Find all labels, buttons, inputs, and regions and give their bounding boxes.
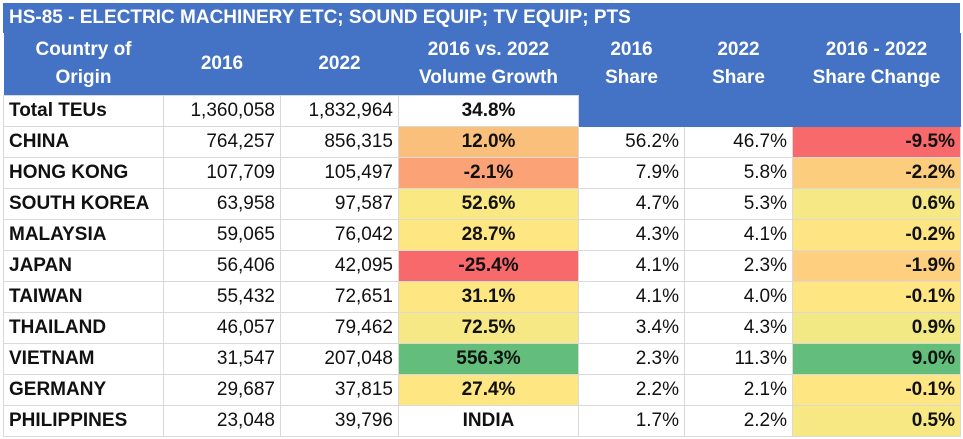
growth-cell[interactable]: 28.7%	[398, 219, 579, 251]
total-2022[interactable]: 1,832,964	[280, 95, 399, 127]
growth-cell[interactable]: INDIA	[398, 405, 579, 437]
header-row: Country of Origin 2016 2022 2016 vs. 2022…	[3, 33, 961, 96]
share-change-cell[interactable]: -0.2%	[792, 219, 961, 251]
header-2022-share[interactable]: 2022 Share	[684, 33, 793, 96]
growth-cell[interactable]: 27.4%	[398, 374, 579, 406]
share-2022-cell[interactable]: 4.3%	[684, 312, 793, 344]
total-row: Total TEUs 1,360,058 1,832,964 34.8%	[3, 95, 961, 127]
teu-2022-cell[interactable]: 42,095	[280, 250, 399, 282]
teu-2016-cell[interactable]: 59,065	[163, 219, 281, 251]
header-country[interactable]: Country of Origin	[3, 33, 164, 96]
country-cell[interactable]: GERMANY	[3, 374, 164, 406]
table-row: THAILAND 46,057 79,462 72.5% 3.4% 4.3% 0.9%	[3, 312, 961, 344]
share-2016-cell[interactable]: 56.2%	[578, 126, 685, 158]
share-change-cell[interactable]: 9.0%	[792, 343, 961, 375]
teu-2022-cell[interactable]: 72,651	[280, 281, 399, 313]
teu-2022-cell[interactable]: 856,315	[280, 126, 399, 158]
share-change-cell[interactable]: -2.2%	[792, 157, 961, 189]
share-2022-cell[interactable]: 2.3%	[684, 250, 793, 282]
country-cell[interactable]: THAILAND	[3, 312, 164, 344]
country-cell[interactable]: CHINA	[3, 126, 164, 158]
teu-2022-cell[interactable]: 76,042	[280, 219, 399, 251]
share-2016-cell[interactable]: 4.1%	[578, 250, 685, 282]
country-cell[interactable]: VIETNAM	[3, 343, 164, 375]
country-cell[interactable]: TAIWAN	[3, 281, 164, 313]
growth-cell[interactable]: 12.0%	[398, 126, 579, 158]
table-row: GERMANY 29,687 37,815 27.4% 2.2% 2.1% -0.1%	[3, 374, 961, 406]
teu-2022-cell[interactable]: 79,462	[280, 312, 399, 344]
growth-cell[interactable]: -25.4%	[398, 250, 579, 282]
teu-2016-cell[interactable]: 55,432	[163, 281, 281, 313]
teu-2016-cell[interactable]: 63,958	[163, 188, 281, 220]
table-row: HONG KONG 107,709 105,497 -2.1% 7.9% 5.8% -2.2…	[3, 157, 961, 189]
country-cell[interactable]: MALAYSIA	[3, 219, 164, 251]
share-2016-cell[interactable]: 3.4%	[578, 312, 685, 344]
table-row: VIETNAM 31,547 207,048 556.3% 2.3% 11.3% 9.0%	[3, 343, 961, 375]
header-2016[interactable]: 2016	[163, 33, 281, 96]
share-2016-cell[interactable]: 4.7%	[578, 188, 685, 220]
share-2016-cell[interactable]: 1.7%	[578, 405, 685, 437]
teu-2022-cell[interactable]: 39,796	[280, 405, 399, 437]
country-cell[interactable]: PHILIPPINES	[3, 405, 164, 437]
share-2016-cell[interactable]: 2.2%	[578, 374, 685, 406]
share-change-cell[interactable]: -9.5%	[792, 126, 961, 158]
total-growth[interactable]: 34.8%	[398, 95, 579, 127]
teu-2016-cell[interactable]: 56,406	[163, 250, 281, 282]
teu-2016-cell[interactable]: 107,709	[163, 157, 281, 189]
growth-cell[interactable]: 556.3%	[398, 343, 579, 375]
teu-2022-cell[interactable]: 97,587	[280, 188, 399, 220]
header-share-change[interactable]: 2016 - 2022 Share Change	[792, 33, 961, 96]
total-blank	[578, 95, 961, 127]
table-row: TAIWAN 55,432 72,651 31.1% 4.1% 4.0% -0.1%	[3, 281, 961, 313]
growth-cell[interactable]: -2.1%	[398, 157, 579, 189]
table-row: MALAYSIA 59,065 76,042 28.7% 4.3% 4.1% -0.2%	[3, 219, 961, 251]
share-2016-cell[interactable]: 7.9%	[578, 157, 685, 189]
share-change-cell[interactable]: 0.6%	[792, 188, 961, 220]
growth-cell[interactable]: 72.5%	[398, 312, 579, 344]
growth-cell[interactable]: 52.6%	[398, 188, 579, 220]
table-row: JAPAN 56,406 42,095 -25.4% 4.1% 2.3% -1.9%	[3, 250, 961, 282]
teu-2016-cell[interactable]: 29,687	[163, 374, 281, 406]
share-2022-cell[interactable]: 5.3%	[684, 188, 793, 220]
header-2016-share[interactable]: 2016 Share	[578, 33, 685, 96]
share-change-cell[interactable]: 0.9%	[792, 312, 961, 344]
share-2022-cell[interactable]: 5.8%	[684, 157, 793, 189]
table-title[interactable]: HS-85 - ELECTRIC MACHINERY ETC; SOUND EQ…	[3, 3, 960, 33]
total-label[interactable]: Total TEUs	[3, 95, 164, 127]
teu-2016-cell[interactable]: 46,057	[163, 312, 281, 344]
share-change-cell[interactable]: -0.1%	[792, 281, 961, 313]
data-table: Country of Origin 2016 2022 2016 vs. 2022…	[3, 33, 961, 437]
teu-2022-cell[interactable]: 105,497	[280, 157, 399, 189]
teu-2022-cell[interactable]: 207,048	[280, 343, 399, 375]
table-row: SOUTH KOREA 63,958 97,587 52.6% 4.7% 5.3% 0.6%	[3, 188, 961, 220]
spreadsheet: HS-85 - ELECTRIC MACHINERY ETC; SOUND EQ…	[3, 3, 961, 437]
share-change-cell[interactable]: 0.5%	[792, 405, 961, 437]
share-2022-cell[interactable]: 4.1%	[684, 219, 793, 251]
table-row: PHILIPPINES 23,048 39,796 INDIA 1.7% 2.2% 0.5%	[3, 405, 961, 437]
share-2016-cell[interactable]: 2.3%	[578, 343, 685, 375]
share-change-cell[interactable]: -0.1%	[792, 374, 961, 406]
share-2022-cell[interactable]: 11.3%	[684, 343, 793, 375]
header-volume-growth[interactable]: 2016 vs. 2022 Volume Growth	[398, 33, 579, 96]
share-2022-cell[interactable]: 2.1%	[684, 374, 793, 406]
share-2016-cell[interactable]: 4.1%	[578, 281, 685, 313]
country-cell[interactable]: JAPAN	[3, 250, 164, 282]
total-2016[interactable]: 1,360,058	[163, 95, 281, 127]
share-2022-cell[interactable]: 4.0%	[684, 281, 793, 313]
country-cell[interactable]: SOUTH KOREA	[3, 188, 164, 220]
teu-2022-cell[interactable]: 37,815	[280, 374, 399, 406]
header-2022[interactable]: 2022	[280, 33, 399, 96]
teu-2016-cell[interactable]: 31,547	[163, 343, 281, 375]
share-2022-cell[interactable]: 46.7%	[684, 126, 793, 158]
share-change-cell[interactable]: -1.9%	[792, 250, 961, 282]
growth-cell[interactable]: 31.1%	[398, 281, 579, 313]
share-2022-cell[interactable]: 2.2%	[684, 405, 793, 437]
teu-2016-cell[interactable]: 764,257	[163, 126, 281, 158]
country-cell[interactable]: HONG KONG	[3, 157, 164, 189]
teu-2016-cell[interactable]: 23,048	[163, 405, 281, 437]
table-row: CHINA 764,257 856,315 12.0% 56.2% 46.7% -9.5%	[3, 126, 961, 158]
share-2016-cell[interactable]: 4.3%	[578, 219, 685, 251]
